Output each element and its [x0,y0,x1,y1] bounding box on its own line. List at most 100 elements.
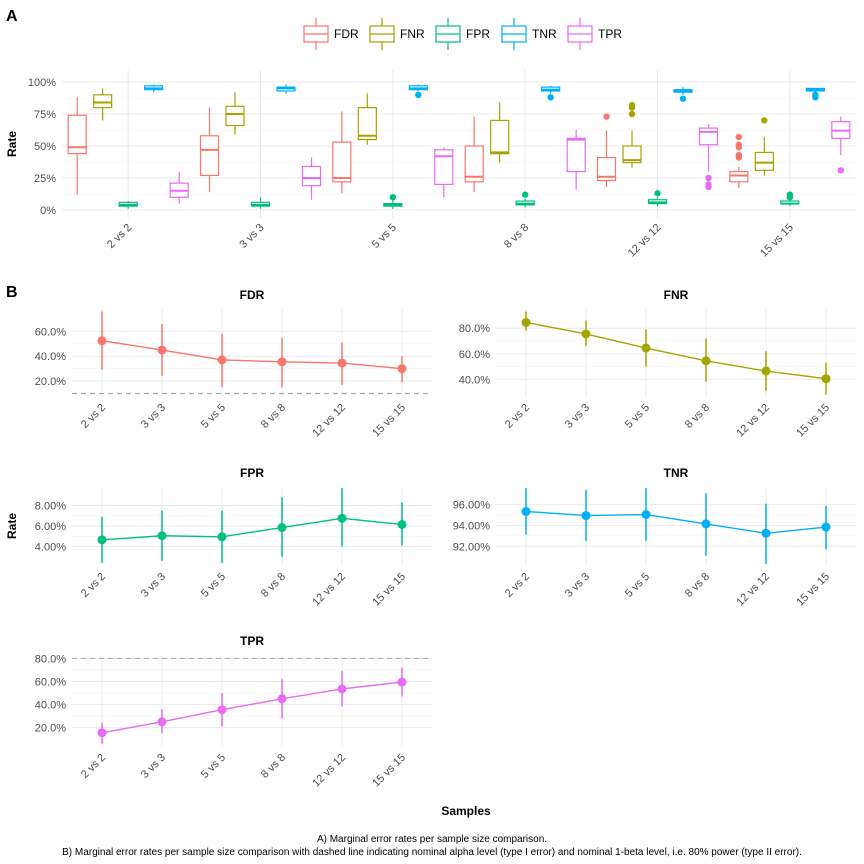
y-tick-label: 94.00% [453,520,491,532]
legend-key-fdr: FDR [303,18,359,50]
x-tick-label: 2 vs 2 [105,222,134,251]
data-point [217,705,227,715]
x-tick-label: 5 vs 5 [623,402,652,431]
x-tick-label: 15 vs 15 [370,402,408,440]
x-tick-label: 15 vs 15 [794,571,832,609]
data-point [157,531,167,541]
box-fnr-2 [357,93,377,145]
caption-line-2: B) Marginal error rates per sample size … [62,847,802,858]
data-point [701,356,711,366]
box-iqr [225,105,245,127]
y-tick-label: 100% [28,77,56,89]
series-line [101,340,403,370]
x-tick-label: 8 vs 8 [259,402,288,431]
data-point [581,511,591,521]
box-fnr-3 [490,102,510,163]
y-axis-label: Rate [5,131,19,157]
series-line [101,681,403,734]
facet-fnr: FNR 40.0% 60.0% 80.0% 2 vs 2 3 vs 3 5 vs 5 8 vs… [459,288,856,440]
legend-key-fnr: FNR [369,18,425,50]
data-point [97,535,107,545]
box-fdr-0 [67,97,87,195]
data-point [581,329,591,339]
y-tick-label: 92.00% [453,541,491,553]
legend-key-tpr: TPR [567,18,622,50]
outlier-point [786,191,794,198]
panel-label-a: A [6,8,18,25]
box-iqr [93,94,113,109]
outlier-point [654,190,661,197]
panel-b-lineplots: FDR 20.0% 40.0% 60.0% 2 vs 2 3 vs 3 5 vs 5 8 vs… [5,288,856,790]
box-iqr [434,149,454,185]
data-point [761,366,771,376]
legend-label-fnr: FNR [400,27,425,41]
y-tick-label: 50% [34,141,56,153]
data-point [277,694,287,704]
box-fdr-5 [729,133,749,189]
x-tick-label: 12 vs 12 [310,402,348,440]
box-iqr [729,171,749,183]
data-point [641,343,651,353]
x-tick-label: 5 vs 5 [199,402,228,431]
legend-label-tnr: TNR [532,27,557,41]
box-iqr [490,119,510,155]
y-tick-label: 60.0% [459,349,490,361]
outlier-point [705,181,712,188]
legend: FDR FNR FPR TNR TPR [303,18,622,50]
x-tick-label: 12 vs 12 [310,571,348,609]
y-tick-label: 60.0% [35,676,66,688]
x-tick-label: 5 vs 5 [199,571,228,600]
box-iqr [332,141,352,183]
outlier-point [628,110,636,118]
outlier-point [837,167,845,174]
legend-label-tpr: TPR [598,27,622,41]
data-point [521,506,531,516]
x-tick-label: 12 vs 12 [734,402,772,440]
data-point [337,358,347,368]
box-iqr [301,165,322,187]
y-tick-label: 20.0% [35,376,66,388]
data-point [157,345,167,355]
box-tnr-4 [673,87,693,102]
box-fnr-4 [622,101,642,168]
series-line [101,517,403,541]
facet-tpr: TPR 20.0% 40.0% 60.0% 80.0% 2 vs 2 3 vs 3 5 vs … [35,634,432,790]
series-line [525,510,827,534]
x-tick-label: 12 vs 12 [626,222,664,260]
data-point [701,519,711,529]
outlier-point [603,113,610,120]
bottom-x-axis-label: Samples [441,804,491,818]
box-fnr-0 [93,88,113,121]
x-tick-label: 15 vs 15 [370,571,408,609]
facet-title: TPR [240,634,264,648]
data-point [397,677,407,687]
y-tick-label: 4.00% [35,542,66,554]
box-iqr [754,151,774,171]
x-tick-label: 3 vs 3 [139,571,168,600]
series-line [525,321,827,380]
outlier-point [628,101,636,109]
facet-title: FPR [240,466,264,480]
x-tick-label: 5 vs 5 [623,571,652,600]
facet-fpr: FPR 4.00% 6.00% 8.00% 2 vs 2 3 vs 3 5 vs 5 8 vs… [35,466,432,609]
box-tpr-3 [566,129,586,190]
legend-key-tnr: TNR [501,18,557,50]
box-tpr-4 [698,124,719,191]
data-point [97,728,107,738]
box-iqr [596,156,617,182]
y-tick-label: 75% [34,109,56,121]
data-point [277,357,287,367]
facet-title: FNR [664,288,689,302]
outlier-point [415,91,422,99]
x-tick-label: 3 vs 3 [563,402,592,431]
box-fpr-0 [118,201,138,209]
x-tick-label: 5 vs 5 [370,222,399,251]
data-point [217,532,227,542]
outlier-point [547,94,554,101]
x-tick-label: 3 vs 3 [563,571,592,600]
y-tick-label: 6.00% [35,521,66,533]
box-fpr-4 [647,190,668,207]
box-iqr [199,135,220,177]
y-tick-label: 80.0% [35,653,66,665]
outlier-point [761,117,768,124]
